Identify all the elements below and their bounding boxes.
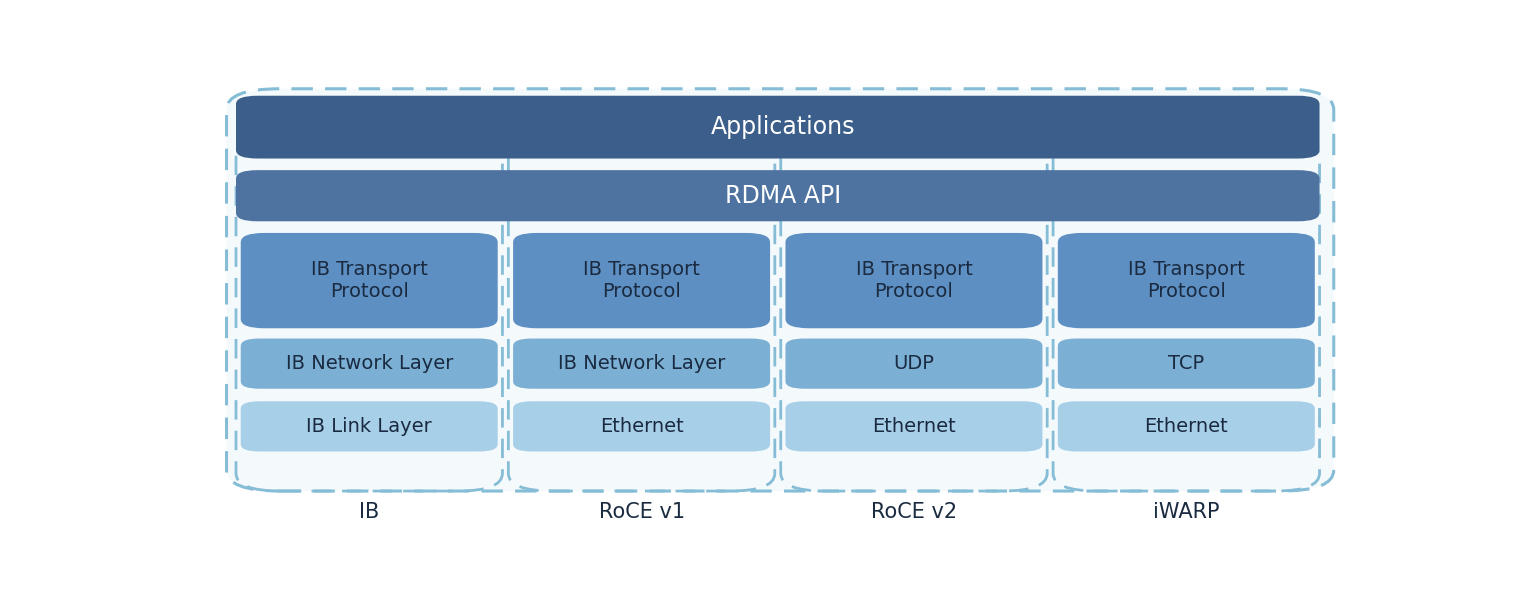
Text: Applications: Applications bbox=[711, 115, 856, 139]
Text: IB Transport
Protocol: IB Transport Protocol bbox=[1128, 260, 1245, 301]
Text: IB Link Layer: IB Link Layer bbox=[306, 417, 432, 436]
FancyBboxPatch shape bbox=[241, 401, 498, 452]
Text: RoCE v1: RoCE v1 bbox=[599, 502, 685, 522]
FancyBboxPatch shape bbox=[513, 338, 770, 389]
Text: iWARP: iWARP bbox=[1154, 502, 1219, 522]
Text: UDP: UDP bbox=[894, 354, 935, 373]
FancyBboxPatch shape bbox=[226, 89, 1334, 491]
FancyBboxPatch shape bbox=[785, 401, 1042, 452]
Text: Ethernet: Ethernet bbox=[872, 417, 957, 436]
Text: Ethernet: Ethernet bbox=[599, 417, 683, 436]
FancyBboxPatch shape bbox=[785, 233, 1042, 329]
FancyBboxPatch shape bbox=[235, 170, 1320, 221]
Text: IB Transport
Protocol: IB Transport Protocol bbox=[584, 260, 700, 301]
FancyBboxPatch shape bbox=[785, 338, 1042, 389]
FancyBboxPatch shape bbox=[241, 338, 498, 389]
Text: IB Network Layer: IB Network Layer bbox=[286, 354, 452, 373]
FancyBboxPatch shape bbox=[241, 233, 498, 329]
Text: IB Transport
Protocol: IB Transport Protocol bbox=[310, 260, 428, 301]
Text: TCP: TCP bbox=[1169, 354, 1204, 373]
Text: Ethernet: Ethernet bbox=[1144, 417, 1229, 436]
FancyBboxPatch shape bbox=[1057, 401, 1314, 452]
Text: IB Network Layer: IB Network Layer bbox=[558, 354, 726, 373]
Text: RoCE v2: RoCE v2 bbox=[871, 502, 957, 522]
FancyBboxPatch shape bbox=[513, 233, 770, 329]
FancyBboxPatch shape bbox=[513, 401, 770, 452]
Text: IB Transport
Protocol: IB Transport Protocol bbox=[856, 260, 972, 301]
Text: IB: IB bbox=[359, 502, 379, 522]
FancyBboxPatch shape bbox=[1057, 338, 1314, 389]
FancyBboxPatch shape bbox=[1057, 233, 1314, 329]
FancyBboxPatch shape bbox=[235, 96, 1320, 158]
Text: RDMA API: RDMA API bbox=[724, 184, 842, 208]
